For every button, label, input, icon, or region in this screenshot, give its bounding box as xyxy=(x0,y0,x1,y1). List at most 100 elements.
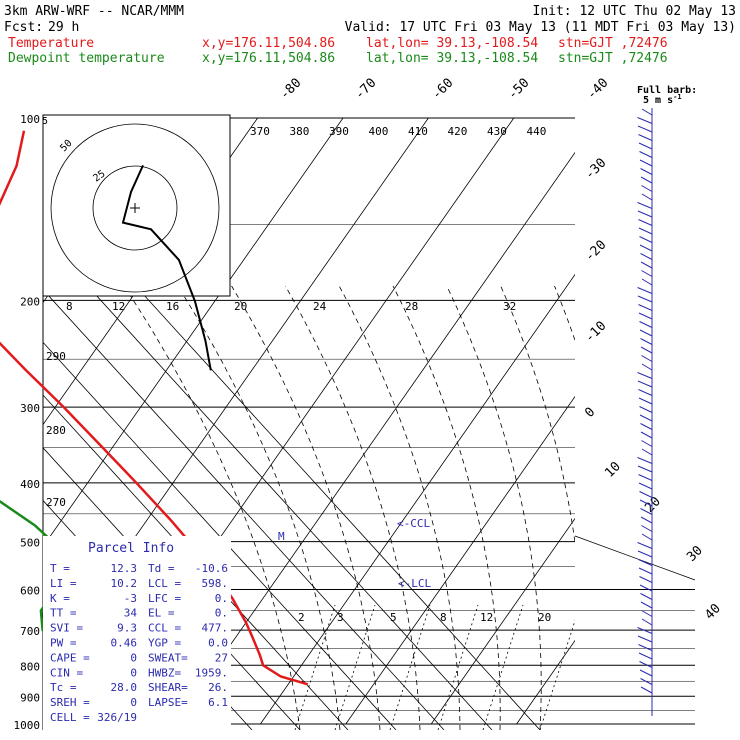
theta-label: 420 xyxy=(448,125,468,138)
wind-barb xyxy=(639,669,653,677)
wind-barb xyxy=(639,661,653,668)
wind-barb xyxy=(637,117,653,124)
hodograph-speed-label: 24 xyxy=(313,300,327,313)
isotherm-label-top: -40 xyxy=(584,76,611,103)
isotherm-label-top: -50 xyxy=(505,76,532,103)
parcel-info-background xyxy=(43,536,231,730)
barb-legend-unit: 5 m s-1 xyxy=(643,93,682,106)
theta-label-left: 270 xyxy=(46,496,66,509)
parcel-row-value-2: 0.0 xyxy=(208,637,228,650)
theta-label: 400 xyxy=(369,125,389,138)
init-time: Init: 12 UTC Thu 02 May 13 xyxy=(533,4,737,19)
wind-barb xyxy=(637,202,653,209)
wind-barb xyxy=(640,508,653,515)
wind-barb xyxy=(638,312,653,320)
wind-barb xyxy=(637,627,653,634)
wind-barb xyxy=(641,533,653,541)
isotherm-label-right: 10 xyxy=(602,459,624,481)
parcel-row-label-2: LAPSE= xyxy=(148,696,188,709)
hodograph-ring-label-5: 5 xyxy=(42,116,48,127)
wind-barb xyxy=(637,550,653,558)
hodograph-trace xyxy=(121,164,212,371)
isotherm-line xyxy=(430,517,575,725)
mixing-ratio-label: 8 xyxy=(440,611,447,624)
wind-barb xyxy=(640,423,653,430)
wind-barb xyxy=(637,457,653,464)
pressure-tick-label: 1000 xyxy=(14,719,41,732)
wind-barb xyxy=(641,193,653,201)
parcel-row-label: SVI = xyxy=(50,622,83,635)
wind-barb xyxy=(638,397,653,405)
parcel-row-value-2: 26. xyxy=(208,681,228,694)
parcel-row-label: LI = xyxy=(50,577,77,590)
wind-barb xyxy=(640,516,653,524)
parcel-row-value: -3 xyxy=(124,592,137,605)
wind-barb xyxy=(641,618,653,626)
wind-barb xyxy=(641,610,653,617)
parcel-row-value: 10.2 xyxy=(111,577,138,590)
wind-barb xyxy=(639,321,653,328)
dewpoint-profile xyxy=(0,499,121,679)
parcel-info-panel: Parcel Info T = 12.3 Td = -10.6 LI = 10.2 LCL … xyxy=(43,536,231,730)
temperature-profile xyxy=(0,130,309,686)
wind-barb xyxy=(637,295,653,303)
barb-legend-title: Full barb: xyxy=(637,85,697,96)
parcel-row-label: CIN = xyxy=(50,666,83,679)
mixing-ratio-line xyxy=(539,619,575,730)
parcel-row-label: CAPE = xyxy=(50,651,90,664)
wind-barb xyxy=(641,108,653,116)
wind-barb xyxy=(640,686,653,694)
wind-barb xyxy=(639,491,653,498)
parcel-row-value: 34 xyxy=(124,607,138,620)
mixing-ratio-label: 3 xyxy=(337,611,344,624)
dewpoint-xy: x,y=176.11,504.86 xyxy=(202,51,335,66)
moist-adiabat-line xyxy=(123,285,301,730)
parcel-row-value: 12.3 xyxy=(111,562,138,575)
wind-barb xyxy=(640,431,653,439)
isotherm-line xyxy=(0,118,1,724)
parcel-row-label: CELL = xyxy=(50,711,90,724)
parcel-row-label-2: SHEAR= xyxy=(148,681,188,694)
wind-barb xyxy=(638,652,653,660)
isotherm-label-right: -20 xyxy=(582,238,609,265)
wind-barb xyxy=(640,593,653,600)
wind-barb xyxy=(641,278,653,286)
theta-label: 430 xyxy=(487,125,507,138)
wind-barb xyxy=(637,380,653,388)
wind-barb xyxy=(640,601,653,609)
dry-adiabat-line xyxy=(43,289,445,730)
dewpoint-station: stn=GJT ,72476 xyxy=(558,51,668,66)
parcel-row-value-2: 598. xyxy=(202,577,229,590)
isotherm-line xyxy=(602,118,740,724)
isotherm-line xyxy=(516,639,575,725)
parcel-row-label-2: LFC = xyxy=(148,592,181,605)
wind-barb xyxy=(639,406,653,413)
wind-barb xyxy=(639,584,653,592)
moist-adiabat-line xyxy=(392,285,501,730)
parcel-row-label-2: EL = xyxy=(148,607,175,620)
temperature-xy: x,y=176.11,504.86 xyxy=(202,36,335,51)
parcel-row-value: 9.3 xyxy=(117,622,137,635)
temperature-legend-label: Temperature xyxy=(8,36,94,51)
isotherm-label-top: -70 xyxy=(352,76,379,103)
isotherm-label-right: 0 xyxy=(582,405,598,421)
ccl-marker: <-CCL xyxy=(397,517,430,530)
moist-adiabat-line xyxy=(554,285,575,342)
isotherm-label-right: 30 xyxy=(684,543,706,565)
wind-barb xyxy=(638,482,653,490)
pressure-tick-label: 600 xyxy=(20,585,40,598)
mixing-ratio-label: 5 xyxy=(390,611,397,624)
wind-barb xyxy=(639,499,653,507)
wind-barb xyxy=(637,125,653,133)
dewpoint-latlon: lat,lon= 39.13,-108.54 xyxy=(366,51,538,66)
diagram-clip-group xyxy=(0,117,740,730)
hodograph-frame xyxy=(42,114,231,297)
pressure-tick-label: 800 xyxy=(20,660,40,673)
wind-barb xyxy=(638,389,653,396)
parcel-row-label: SREH = xyxy=(50,696,90,709)
wind-barb xyxy=(639,329,653,337)
wind-barb xyxy=(641,525,653,532)
parcel-row-value: 326/19 xyxy=(97,711,137,724)
wind-barb xyxy=(638,559,653,566)
wind-barb xyxy=(640,678,653,685)
